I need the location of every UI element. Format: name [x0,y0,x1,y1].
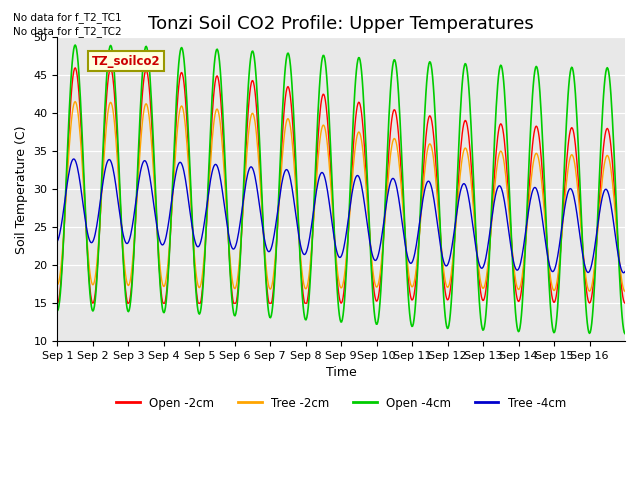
Text: No data for f_T2_TC2: No data for f_T2_TC2 [13,26,122,37]
Title: Tonzi Soil CO2 Profile: Upper Temperatures: Tonzi Soil CO2 Profile: Upper Temperatur… [148,15,534,33]
Text: No data for f_T2_TC1: No data for f_T2_TC1 [13,12,122,23]
X-axis label: Time: Time [326,367,356,380]
Text: TZ_soilco2: TZ_soilco2 [92,55,160,68]
Y-axis label: Soil Temperature (C): Soil Temperature (C) [15,125,28,253]
Legend: Open -2cm, Tree -2cm, Open -4cm, Tree -4cm: Open -2cm, Tree -2cm, Open -4cm, Tree -4… [112,392,571,414]
